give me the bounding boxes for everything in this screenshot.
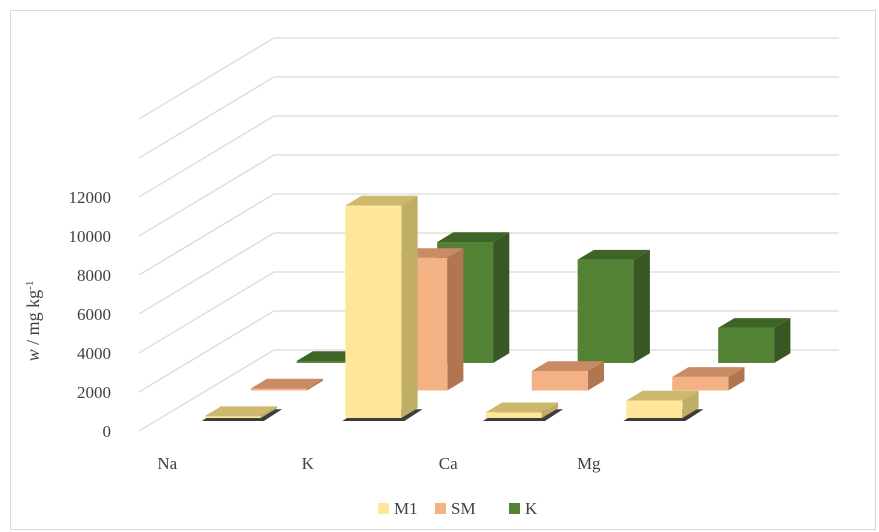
bar-k-mg: [718, 318, 791, 363]
y-axis-label-symbol: w: [23, 349, 43, 361]
gridline: [138, 154, 839, 237]
bar-m1-mg: [623, 390, 704, 421]
bars: [201, 195, 791, 421]
gridline: [138, 232, 839, 315]
gridlines: [138, 37, 839, 432]
legend-item-sm: SM: [435, 499, 476, 518]
legend-swatch: [435, 503, 446, 514]
bar-sm-na: [250, 378, 323, 391]
y-tick-label: 12000: [69, 188, 112, 207]
y-axis-label-unit: / mg kg: [23, 290, 43, 350]
x-axis-categories: Na K Ca Mg: [157, 454, 601, 473]
chart-frame: 0 2000 4000 6000 8000 10000 12000 Na K Ca Mg w / …: [10, 10, 876, 530]
gridline: [138, 271, 839, 354]
legend-item-k: K: [509, 499, 538, 518]
legend-swatch: [378, 503, 389, 514]
legend: M1 SM K: [378, 499, 538, 518]
bar-sm-ca: [531, 361, 604, 391]
bar-m1-ca: [482, 402, 564, 421]
gridline: [138, 349, 839, 432]
y-axis-label-exponent: -1: [24, 281, 36, 290]
gridline: [138, 37, 839, 120]
gridline: [138, 193, 839, 276]
legend-label: K: [525, 499, 538, 518]
legend-label: M1: [394, 499, 418, 518]
y-tick-label: 6000: [77, 305, 111, 324]
gridline: [138, 310, 839, 393]
y-tick-label: 8000: [77, 266, 111, 285]
chart-canvas: 0 2000 4000 6000 8000 10000 12000 Na K Ca Mg w / …: [23, 37, 839, 518]
x-category-label: Mg: [577, 454, 601, 473]
legend-swatch: [509, 503, 520, 514]
y-axis-ticks: 0 2000 4000 6000 8000 10000 12000: [69, 188, 112, 441]
legend-label: SM: [451, 499, 476, 518]
x-category-label: Ca: [439, 454, 458, 473]
x-category-label: K: [302, 454, 315, 473]
y-tick-label: 0: [103, 422, 112, 441]
bar-sm-mg: [672, 367, 745, 391]
y-tick-label: 2000: [77, 383, 111, 402]
gridline: [138, 115, 839, 198]
y-tick-label: 4000: [77, 344, 111, 363]
gridline: [138, 76, 839, 159]
legend-item-m1: M1: [378, 499, 418, 518]
bar-k-ca: [577, 249, 650, 363]
x-category-label: Na: [157, 454, 177, 473]
bar-m1-k: [342, 195, 423, 421]
y-tick-label: 10000: [69, 227, 112, 246]
bar-m1-na: [201, 406, 283, 421]
y-axis-label: w / mg kg-1: [23, 281, 43, 362]
